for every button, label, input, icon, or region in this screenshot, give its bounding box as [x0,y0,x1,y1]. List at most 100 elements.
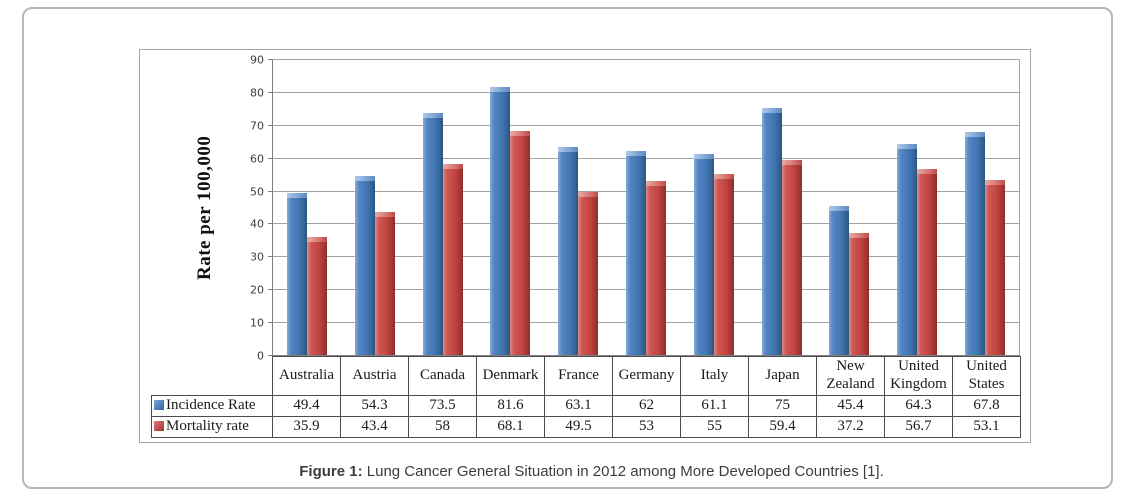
value-incidence-rate-germany: 62 [612,395,681,417]
bar-mortality-rate-united-kingdom [917,168,938,355]
bar-incidence-rate-australia [286,192,307,355]
category-slot-canada [409,59,477,355]
figure-caption: Figure 1: Lung Cancer General Situation … [46,463,1123,480]
plot-area: 0 10 20 30 40 50 60 70 80 90 [250,54,1020,363]
value-mortality-rate-france: 49.5 [544,416,613,438]
category-slot-united-kingdom [883,59,951,355]
category-slot-new-zealand [816,59,884,355]
value-incidence-rate-austria: 54.3 [340,395,409,417]
value-mortality-rate-united-kingdom: 56.7 [884,416,953,438]
value-mortality-rate-canada: 58 [408,416,477,438]
table-header-united-states: United States [952,356,1021,396]
bar-top-highlight [422,113,443,119]
bar-mortality-rate-canada [442,164,463,355]
data-table: Australia Austria Canada Denmark France Germa… [151,356,1021,438]
value-mortality-rate-austria: 43.4 [340,416,409,438]
gridline [273,157,1019,159]
bar-mortality-rate-australia [306,236,327,355]
bar-top-highlight [558,147,579,153]
bar-incidence-rate-italy [693,154,714,355]
table-header-united-kingdom: United Kingdom [884,356,953,396]
value-mortality-rate-new-zealand: 37.2 [816,416,885,438]
bar-top-highlight [849,232,870,238]
row-label-incidence-rate: Incidence Rate [151,395,273,417]
gridline [273,91,1019,93]
category-slot-germany [612,59,680,355]
gridline [273,59,1019,60]
y-axis-tick [268,223,273,225]
table-header-row: Australia Austria Canada Denmark France Germa… [152,356,1021,396]
bar-top-highlight [354,176,375,182]
value-incidence-rate-united-states: 67.8 [952,395,1021,417]
y-axis-tick-label: 0 [257,349,264,363]
bar-incidence-rate-new-zealand [829,205,850,355]
bar-incidence-rate-austria [354,176,375,355]
value-incidence-rate-italy: 61.1 [680,395,749,417]
bar-top-highlight [781,159,802,165]
table-corner-cell [152,357,273,396]
bar-top-highlight [713,174,734,180]
y-axis-tick-label: 40 [250,217,264,231]
bar-mortality-rate-japan [781,159,802,355]
y-axis-tick [268,59,273,60]
bar-top-highlight [625,151,646,157]
value-incidence-rate-australia: 49.4 [272,395,341,417]
bar-top-highlight [286,192,307,198]
bar-top-highlight [578,192,599,198]
value-incidence-rate-japan: 75 [748,395,817,417]
y-axis-tick-label: 50 [250,185,264,199]
y-axis-tick-label: 60 [250,152,264,166]
bar-top-highlight [761,108,782,114]
value-mortality-rate-germany: 53 [612,416,681,438]
y-axis-tick-label: 80 [250,86,264,100]
value-mortality-rate-italy: 55 [680,416,749,438]
bar-top-highlight [897,143,918,149]
bar-top-highlight [374,212,395,218]
caption-prefix: Figure 1: [299,463,363,480]
bar-top-highlight [917,168,938,174]
y-axis-tick [268,322,273,324]
table-header-france: France [544,356,613,396]
table-header-denmark: Denmark [476,356,545,396]
row-label-mortality-rate: Mortality rate [151,416,273,438]
table-row-incidence-rate: Incidence Rate 49.4 54.3 73.5 81.6 63.1 62 61.1… [151,395,1021,417]
bar-incidence-rate-united-states [965,132,986,355]
bar-top-highlight [965,132,986,138]
bar-incidence-rate-denmark [490,86,511,355]
bar-mortality-rate-austria [374,212,395,355]
table-header-austria: Austria [340,356,409,396]
y-axis-tick [268,355,273,356]
bar-incidence-rate-germany [625,151,646,355]
value-mortality-rate-australia: 35.9 [272,416,341,438]
value-incidence-rate-denmark: 81.6 [476,395,545,417]
value-incidence-rate-canada: 73.5 [408,395,477,417]
bar-top-highlight [306,236,327,242]
bar-mortality-rate-denmark [510,131,531,355]
bar-top-highlight [693,154,714,160]
table-header-australia: Australia [272,356,341,396]
bar-top-highlight [985,180,1006,186]
bar-top-highlight [645,180,666,186]
value-incidence-rate-new-zealand: 45.4 [816,395,885,417]
y-axis-tick [268,91,273,93]
bar-mortality-rate-united-states [985,180,1006,355]
figure-frame: Rate per 100,000 0 10 20 30 40 50 60 70 80 90 Aus… [22,7,1113,489]
category-slot-italy [680,59,748,355]
value-incidence-rate-france: 63.1 [544,395,613,417]
y-axis-tick-label: 20 [250,283,264,297]
legend-swatch-incidence-rate [154,400,164,411]
y-axis-tick-label: 10 [250,316,264,330]
value-incidence-rate-united-kingdom: 64.3 [884,395,953,417]
bar-mortality-rate-new-zealand [849,232,870,355]
bar-top-highlight [510,131,531,137]
bar-incidence-rate-united-kingdom [897,143,918,355]
y-axis-tick [268,157,273,159]
bar-top-highlight [829,205,850,211]
value-mortality-rate-united-states: 53.1 [952,416,1021,438]
y-axis-tick [268,256,273,258]
y-axis-tick [268,124,273,126]
y-axis-tick-label: 70 [250,119,264,133]
table-header-italy: Italy [680,356,749,396]
y-axis-tick [268,190,273,192]
category-slot-denmark [476,59,544,355]
